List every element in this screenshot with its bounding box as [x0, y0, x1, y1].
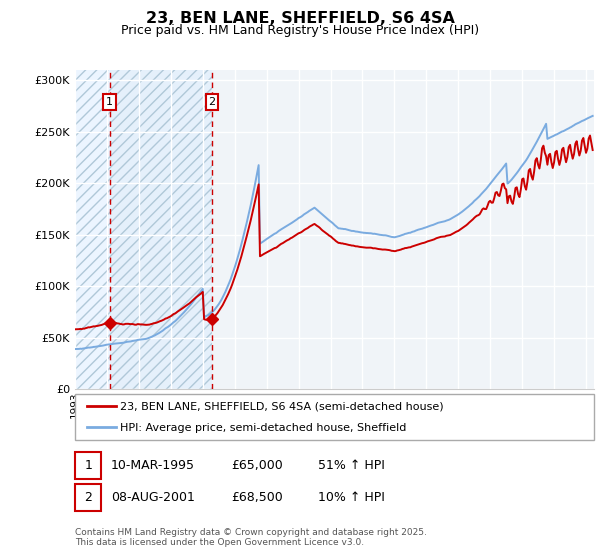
Bar — [110, 70, 212, 389]
Bar — [110, 70, 212, 389]
Text: 10% ↑ HPI: 10% ↑ HPI — [318, 491, 385, 504]
Text: 10-MAR-1995: 10-MAR-1995 — [111, 459, 195, 473]
Bar — [75, 70, 110, 389]
Text: Price paid vs. HM Land Registry's House Price Index (HPI): Price paid vs. HM Land Registry's House … — [121, 24, 479, 36]
Text: HPI: Average price, semi-detached house, Sheffield: HPI: Average price, semi-detached house,… — [120, 423, 406, 433]
Text: £65,000: £65,000 — [231, 459, 283, 473]
Bar — [75, 70, 110, 389]
Text: 23, BEN LANE, SHEFFIELD, S6 4SA: 23, BEN LANE, SHEFFIELD, S6 4SA — [146, 11, 454, 26]
Text: 1: 1 — [106, 97, 113, 107]
Text: Contains HM Land Registry data © Crown copyright and database right 2025.
This d: Contains HM Land Registry data © Crown c… — [75, 528, 427, 547]
Bar — [75, 70, 110, 389]
Text: 1: 1 — [84, 459, 92, 473]
Text: 2: 2 — [209, 97, 215, 107]
Text: 08-AUG-2001: 08-AUG-2001 — [111, 491, 195, 504]
Text: £68,500: £68,500 — [231, 491, 283, 504]
Text: 51% ↑ HPI: 51% ↑ HPI — [318, 459, 385, 473]
Text: 2: 2 — [84, 491, 92, 504]
Text: 23, BEN LANE, SHEFFIELD, S6 4SA (semi-detached house): 23, BEN LANE, SHEFFIELD, S6 4SA (semi-de… — [120, 402, 443, 412]
